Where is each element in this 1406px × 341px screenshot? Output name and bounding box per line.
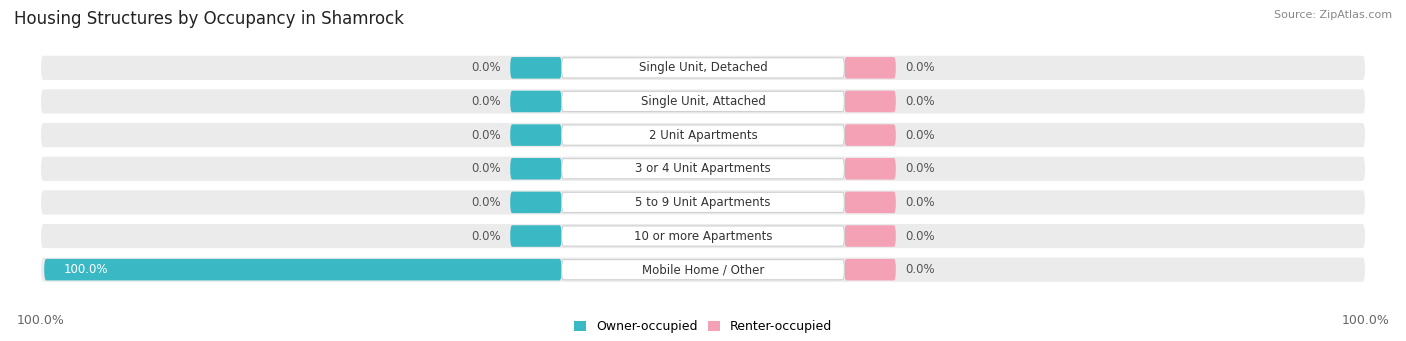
Text: Single Unit, Attached: Single Unit, Attached: [641, 95, 765, 108]
FancyBboxPatch shape: [845, 259, 896, 280]
Text: 0.0%: 0.0%: [905, 229, 935, 242]
FancyBboxPatch shape: [41, 190, 1365, 214]
FancyBboxPatch shape: [41, 257, 1365, 282]
FancyBboxPatch shape: [561, 226, 845, 246]
Text: 0.0%: 0.0%: [905, 95, 935, 108]
Text: Single Unit, Detached: Single Unit, Detached: [638, 61, 768, 74]
FancyBboxPatch shape: [845, 158, 896, 179]
Text: 0.0%: 0.0%: [905, 162, 935, 175]
FancyBboxPatch shape: [41, 89, 1365, 114]
FancyBboxPatch shape: [561, 125, 845, 145]
FancyBboxPatch shape: [845, 225, 896, 247]
Text: Mobile Home / Other: Mobile Home / Other: [641, 263, 765, 276]
Text: Housing Structures by Occupancy in Shamrock: Housing Structures by Occupancy in Shamr…: [14, 10, 404, 28]
Text: 0.0%: 0.0%: [471, 162, 501, 175]
Text: 0.0%: 0.0%: [905, 196, 935, 209]
FancyBboxPatch shape: [845, 91, 896, 112]
FancyBboxPatch shape: [561, 58, 845, 78]
Text: 3 or 4 Unit Apartments: 3 or 4 Unit Apartments: [636, 162, 770, 175]
FancyBboxPatch shape: [510, 124, 561, 146]
FancyBboxPatch shape: [41, 56, 1365, 80]
Text: 0.0%: 0.0%: [471, 129, 501, 142]
Text: 0.0%: 0.0%: [905, 129, 935, 142]
Text: 100.0%: 100.0%: [1341, 314, 1389, 327]
FancyBboxPatch shape: [41, 123, 1365, 147]
FancyBboxPatch shape: [41, 224, 1365, 248]
FancyBboxPatch shape: [845, 192, 896, 213]
FancyBboxPatch shape: [561, 260, 845, 280]
FancyBboxPatch shape: [561, 192, 845, 212]
Legend: Owner-occupied, Renter-occupied: Owner-occupied, Renter-occupied: [568, 315, 838, 338]
Text: 0.0%: 0.0%: [471, 61, 501, 74]
FancyBboxPatch shape: [510, 57, 561, 78]
FancyBboxPatch shape: [41, 157, 1365, 181]
Text: 0.0%: 0.0%: [471, 196, 501, 209]
FancyBboxPatch shape: [510, 225, 561, 247]
Text: Source: ZipAtlas.com: Source: ZipAtlas.com: [1274, 10, 1392, 20]
Text: 0.0%: 0.0%: [471, 229, 501, 242]
FancyBboxPatch shape: [561, 159, 845, 179]
Text: 5 to 9 Unit Apartments: 5 to 9 Unit Apartments: [636, 196, 770, 209]
Text: 0.0%: 0.0%: [471, 95, 501, 108]
Text: 10 or more Apartments: 10 or more Apartments: [634, 229, 772, 242]
FancyBboxPatch shape: [561, 91, 845, 112]
Text: 0.0%: 0.0%: [905, 263, 935, 276]
FancyBboxPatch shape: [510, 158, 561, 179]
Text: 0.0%: 0.0%: [905, 61, 935, 74]
Text: 2 Unit Apartments: 2 Unit Apartments: [648, 129, 758, 142]
FancyBboxPatch shape: [510, 192, 561, 213]
FancyBboxPatch shape: [44, 259, 561, 280]
Text: 100.0%: 100.0%: [63, 263, 108, 276]
FancyBboxPatch shape: [845, 124, 896, 146]
FancyBboxPatch shape: [510, 91, 561, 112]
Text: 100.0%: 100.0%: [17, 314, 65, 327]
FancyBboxPatch shape: [845, 57, 896, 78]
